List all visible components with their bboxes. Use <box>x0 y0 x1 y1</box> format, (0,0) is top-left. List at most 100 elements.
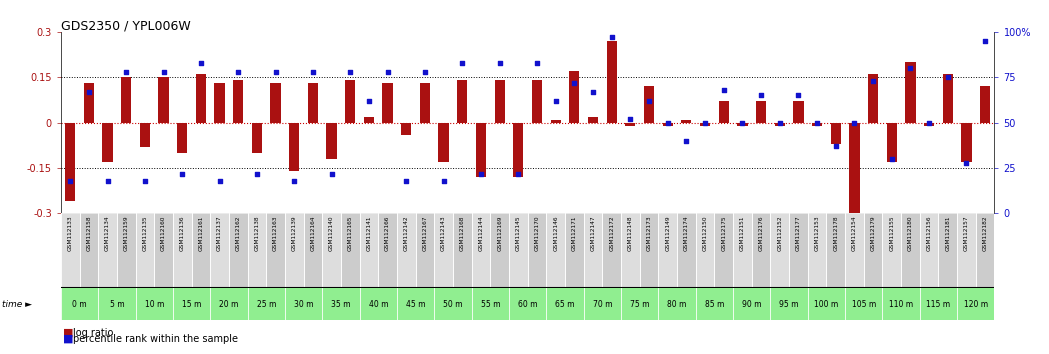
Bar <box>453 213 472 288</box>
Text: GSM112145: GSM112145 <box>516 216 520 251</box>
Point <box>136 178 153 184</box>
Bar <box>397 213 415 288</box>
Point <box>473 171 490 176</box>
Bar <box>140 123 150 147</box>
Point <box>435 178 452 184</box>
Text: 80 m: 80 m <box>667 300 687 309</box>
Text: GSM112153: GSM112153 <box>815 216 819 251</box>
Bar <box>831 123 841 144</box>
Text: GSM112152: GSM112152 <box>777 216 783 251</box>
Text: 30 m: 30 m <box>294 300 314 309</box>
Text: GSM112159: GSM112159 <box>124 216 129 251</box>
Point <box>715 87 732 93</box>
Point <box>566 80 583 86</box>
Point <box>62 178 79 184</box>
Bar <box>547 213 565 288</box>
Text: 90 m: 90 m <box>742 300 762 309</box>
Bar <box>99 213 116 288</box>
Bar <box>229 213 248 288</box>
Bar <box>233 80 243 123</box>
Text: GSM112166: GSM112166 <box>385 216 390 251</box>
Bar <box>583 213 602 288</box>
Text: GSM112165: GSM112165 <box>348 216 352 251</box>
Point <box>828 143 844 149</box>
Bar <box>659 213 677 288</box>
Point <box>864 78 881 84</box>
Point <box>940 74 957 80</box>
Bar <box>961 123 971 162</box>
Text: GSM112162: GSM112162 <box>236 216 240 251</box>
Text: 120 m: 120 m <box>964 300 988 309</box>
Point <box>342 69 359 75</box>
Bar <box>774 123 785 126</box>
Point <box>285 178 303 184</box>
Point <box>921 120 938 126</box>
Text: GSM112180: GSM112180 <box>908 216 913 251</box>
Bar <box>364 116 374 123</box>
Text: GSM112138: GSM112138 <box>255 216 259 251</box>
Bar <box>360 213 379 288</box>
Text: 60 m: 60 m <box>518 300 537 309</box>
Bar <box>939 213 957 288</box>
Bar <box>640 213 659 288</box>
Text: GSM112181: GSM112181 <box>945 216 950 251</box>
Bar <box>135 213 154 288</box>
Text: GSM112179: GSM112179 <box>871 216 876 251</box>
Text: GSM112142: GSM112142 <box>404 216 409 251</box>
Point <box>99 178 116 184</box>
Bar <box>901 213 920 288</box>
Point <box>753 93 770 98</box>
Bar <box>827 213 845 288</box>
Bar <box>681 120 691 123</box>
Bar <box>80 213 99 288</box>
Bar <box>196 74 206 123</box>
Bar <box>532 80 542 123</box>
Bar <box>472 213 490 288</box>
Bar <box>700 123 710 126</box>
Text: GSM112172: GSM112172 <box>609 216 614 251</box>
Bar <box>513 123 523 177</box>
Text: 55 m: 55 m <box>480 300 500 309</box>
Point <box>193 60 210 65</box>
Point <box>529 60 545 65</box>
Point <box>622 116 639 122</box>
Point <box>380 69 397 75</box>
Text: 35 m: 35 m <box>331 300 350 309</box>
Text: GSM112160: GSM112160 <box>162 216 166 251</box>
Point <box>977 38 993 44</box>
Text: GSM112171: GSM112171 <box>572 216 577 251</box>
Bar <box>490 213 509 288</box>
Text: GSM112163: GSM112163 <box>273 216 278 251</box>
Bar <box>84 83 94 123</box>
Point <box>267 69 284 75</box>
Bar <box>528 213 547 288</box>
Bar <box>494 80 505 123</box>
Text: 70 m: 70 m <box>593 300 612 309</box>
Bar <box>695 213 714 288</box>
Text: 0 m: 0 m <box>72 300 87 309</box>
Bar <box>752 213 770 288</box>
Bar <box>587 116 598 123</box>
Bar <box>719 102 729 123</box>
Bar <box>103 123 112 162</box>
Bar <box>290 123 299 171</box>
Bar <box>415 213 434 288</box>
Bar <box>980 86 990 123</box>
Bar <box>476 123 486 177</box>
Text: 15 m: 15 m <box>181 300 201 309</box>
Bar <box>602 213 621 288</box>
Bar <box>285 213 303 288</box>
Bar <box>733 213 752 288</box>
Bar <box>65 123 76 201</box>
Point <box>809 120 826 126</box>
Bar <box>307 83 318 123</box>
Text: GSM112173: GSM112173 <box>646 216 651 251</box>
Point <box>790 93 807 98</box>
Point <box>304 69 321 75</box>
Text: GSM112143: GSM112143 <box>442 216 446 251</box>
Text: 45 m: 45 m <box>406 300 425 309</box>
Bar <box>663 123 672 126</box>
Point <box>211 178 228 184</box>
Bar <box>379 213 397 288</box>
Bar <box>248 213 266 288</box>
